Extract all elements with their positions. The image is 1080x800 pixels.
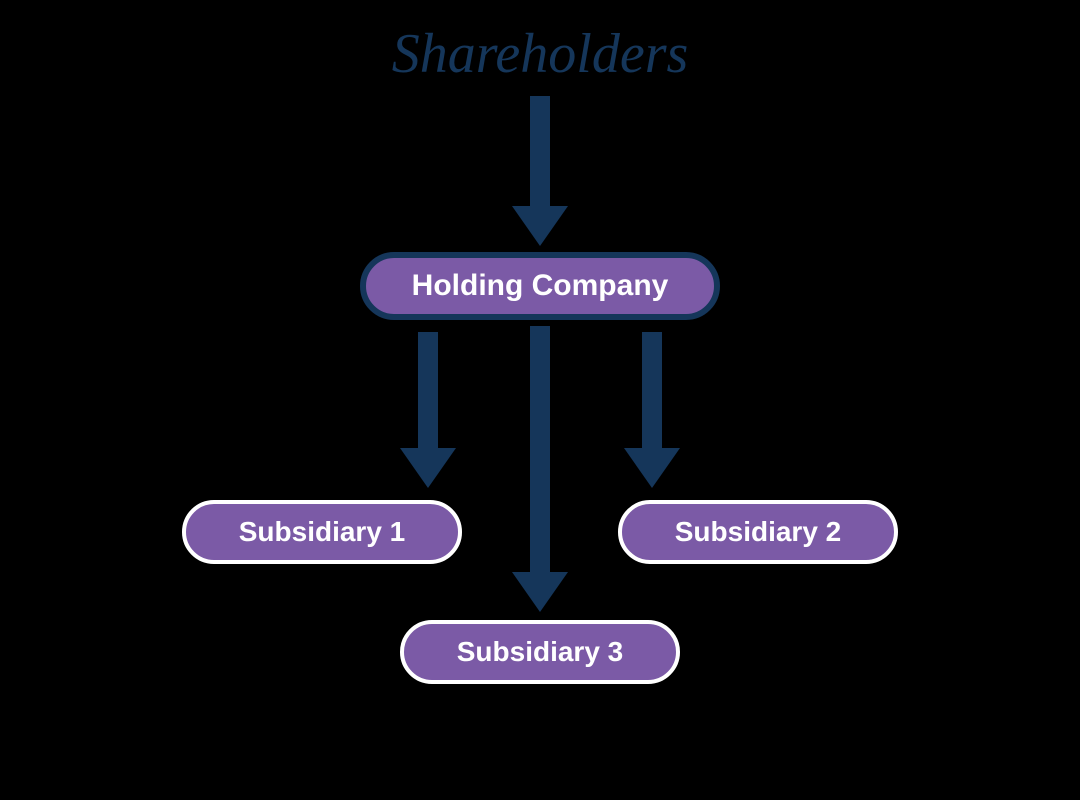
subsidiary-1-node: Subsidiary 1 <box>182 500 462 564</box>
holding-company-label: Holding Company <box>412 269 669 303</box>
subsidiary-3-label: Subsidiary 3 <box>457 636 624 668</box>
shareholders-title: Shareholders <box>0 22 1080 86</box>
subsidiary-2-node: Subsidiary 2 <box>618 500 898 564</box>
holding-company-node: Holding Company <box>360 252 720 320</box>
org-structure-diagram: Shareholders Holding Company Subsidiary … <box>0 0 1080 800</box>
subsidiary-3-node: Subsidiary 3 <box>400 620 680 684</box>
subsidiary-1-label: Subsidiary 1 <box>239 516 406 548</box>
subsidiary-2-label: Subsidiary 2 <box>675 516 842 548</box>
